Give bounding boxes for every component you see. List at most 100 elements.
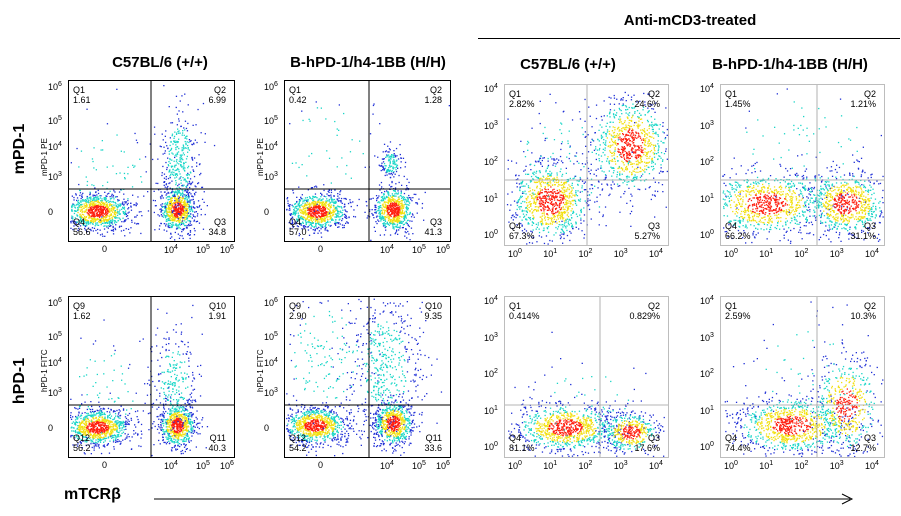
event-dot (313, 209, 315, 211)
event-dot (183, 200, 186, 202)
event-dot (540, 177, 542, 179)
event-dot (405, 215, 407, 217)
event-dot (96, 222, 99, 224)
event-dot (110, 229, 113, 232)
event-dot (326, 220, 329, 222)
event-dot (114, 207, 116, 209)
event-dot (292, 192, 295, 194)
event-dot (89, 223, 91, 225)
event-dot (382, 216, 384, 218)
event-dot (179, 100, 181, 102)
event-dot (308, 209, 310, 212)
event-dot (161, 194, 163, 196)
event-dot (366, 217, 368, 219)
event-dot (178, 132, 180, 134)
event-dot (574, 194, 576, 196)
event-dot (323, 204, 326, 206)
event-dot (315, 224, 317, 226)
event-dot (372, 214, 374, 216)
event-dot (79, 200, 82, 202)
event-dot (163, 146, 165, 148)
event-dot (544, 186, 546, 188)
event-dot (308, 209, 310, 211)
event-dot (394, 195, 396, 197)
event-dot (161, 209, 163, 211)
event-dot (564, 212, 566, 214)
event-dot (102, 149, 104, 151)
event-dot (590, 163, 592, 165)
event-dot (180, 176, 182, 178)
event-dot (187, 209, 189, 211)
event-dot (551, 200, 553, 203)
event-dot (335, 219, 337, 221)
event-dot (173, 196, 175, 198)
event-dot (372, 197, 374, 199)
event-dot (631, 180, 633, 182)
event-dot (385, 229, 387, 231)
event-dot (187, 148, 189, 150)
event-dot (127, 166, 129, 168)
event-dot (166, 189, 168, 191)
event-dot (516, 208, 518, 211)
event-dot (558, 212, 561, 215)
event-dot (525, 183, 528, 185)
event-dot (539, 196, 541, 198)
event-dot (549, 180, 551, 183)
event-dot (399, 207, 401, 209)
event-dot (168, 215, 170, 217)
event-dot (399, 206, 401, 208)
event-dot (86, 206, 88, 208)
event-dot (164, 135, 166, 137)
event-dot (386, 174, 388, 176)
event-dot (88, 199, 90, 202)
event-dot (591, 187, 594, 190)
event-dot (378, 164, 380, 166)
quadrant-label-q4: Q4 57.0 (289, 217, 307, 237)
event-dot (565, 219, 567, 222)
event-dot (78, 222, 80, 224)
event-dot (349, 201, 351, 203)
event-dot (381, 207, 383, 209)
event-dot (352, 201, 354, 203)
event-dot (390, 210, 392, 212)
event-dot (635, 167, 638, 170)
event-dot (380, 165, 382, 167)
event-dot (310, 224, 313, 227)
event-dot (182, 222, 185, 224)
event-dot (405, 206, 407, 209)
event-dot (81, 213, 83, 216)
event-dot (336, 134, 338, 136)
event-dot (400, 191, 402, 193)
event-dot (185, 180, 187, 182)
event-dot (99, 207, 101, 210)
event-dot (647, 152, 649, 154)
event-dot (556, 228, 559, 230)
event-dot (630, 96, 633, 98)
event-dot (605, 140, 607, 142)
event-dot (370, 198, 372, 200)
event-dot (553, 216, 555, 218)
event-dot (169, 201, 171, 203)
event-dot (404, 231, 406, 233)
event-dot (382, 199, 385, 202)
event-dot (663, 142, 665, 144)
event-dot (388, 151, 390, 153)
event-dot (401, 209, 404, 212)
event-dot (380, 205, 382, 207)
event-dot (171, 218, 174, 221)
event-dot (566, 190, 568, 192)
event-dot (383, 206, 386, 208)
event-dot (390, 186, 392, 188)
event-dot (405, 189, 407, 191)
event-dot (416, 212, 418, 214)
event-dot (169, 182, 171, 184)
event-dot (171, 165, 174, 167)
event-dot (392, 195, 394, 198)
event-dot (294, 214, 296, 216)
event-dot (379, 210, 381, 213)
event-dot (540, 189, 542, 191)
event-dot (408, 197, 411, 199)
event-dot (199, 174, 201, 176)
event-dot (316, 212, 318, 214)
event-dot (296, 205, 298, 207)
